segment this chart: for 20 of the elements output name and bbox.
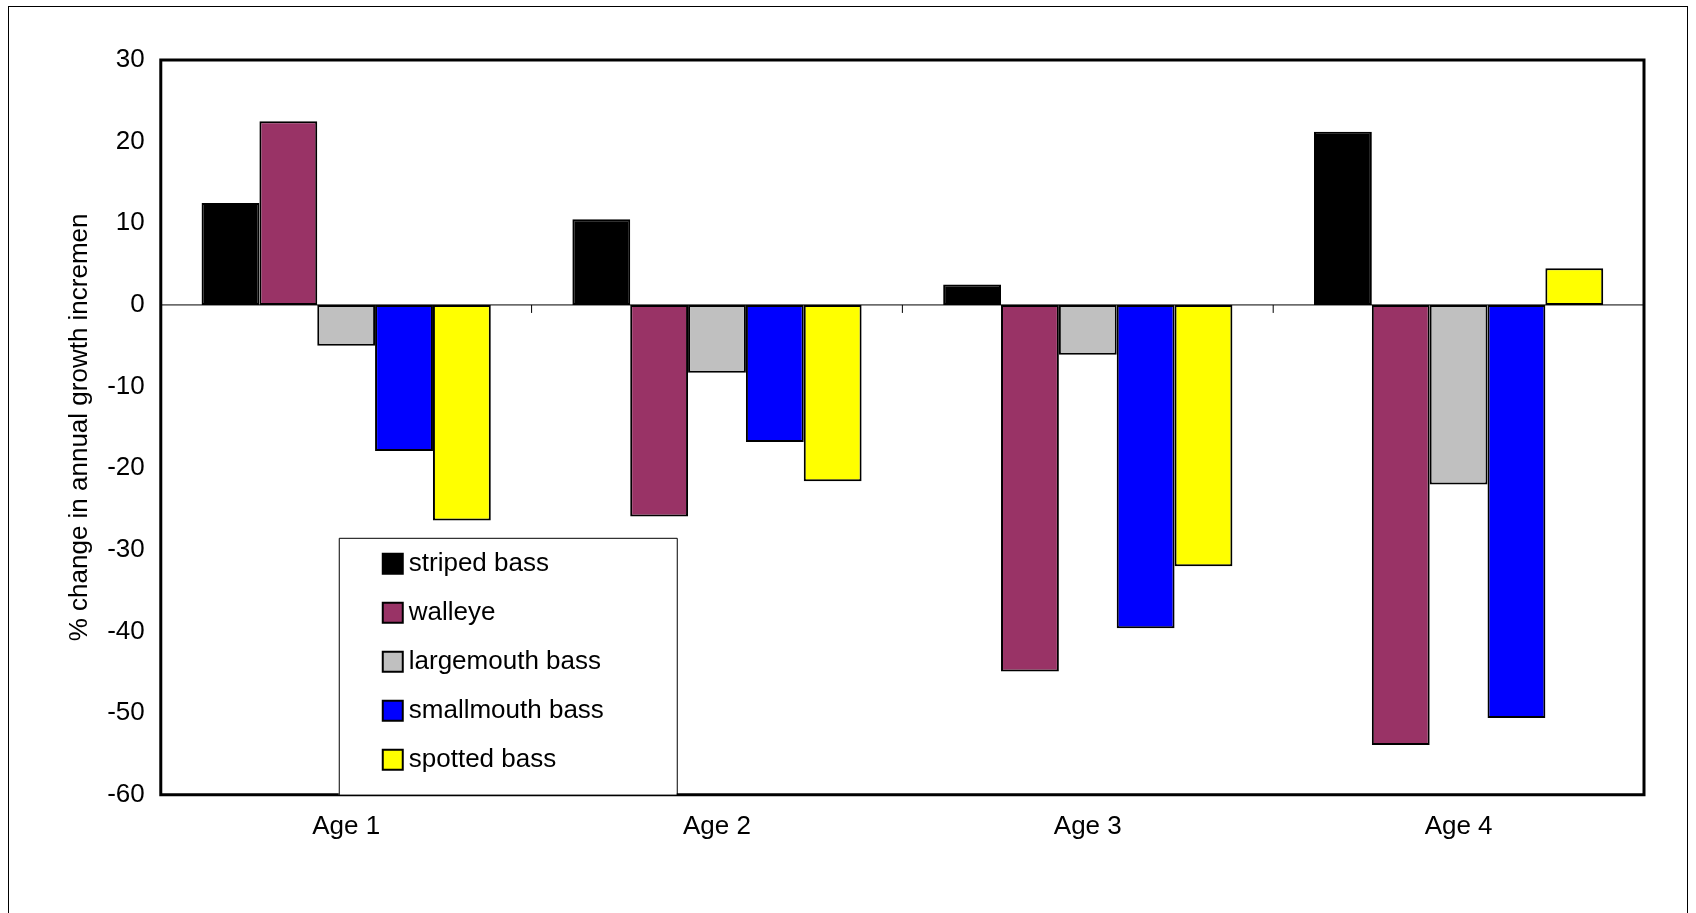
- y-tick-label: -20: [107, 451, 145, 482]
- y-tick-label: -10: [107, 369, 145, 400]
- x-tick-label: Age 2: [683, 809, 751, 840]
- y-tick-label: 10: [115, 206, 145, 237]
- x-tick-label: Age 3: [1053, 809, 1122, 840]
- legend-label: striped bass: [408, 546, 549, 577]
- y-tick-label: -30: [107, 533, 145, 564]
- x-tick-label: Age 4: [1424, 809, 1493, 840]
- legend-label: largemouth bass: [408, 644, 601, 675]
- y-tick-label: -60: [107, 777, 145, 808]
- legend-label: walleye: [407, 595, 496, 626]
- y-tick-label: 0: [130, 288, 145, 319]
- x-tick-label: Age 1: [312, 809, 381, 840]
- y-tick-label: 30: [115, 43, 145, 74]
- y-axis-title: % change in annual growth incremen: [62, 213, 93, 642]
- y-tick-label: -50: [107, 696, 145, 727]
- legend-label: smallmouth bass: [408, 693, 604, 724]
- y-tick-label: -40: [107, 614, 145, 645]
- legend-label: spotted bass: [408, 742, 557, 773]
- y-tick-label: 20: [115, 124, 145, 155]
